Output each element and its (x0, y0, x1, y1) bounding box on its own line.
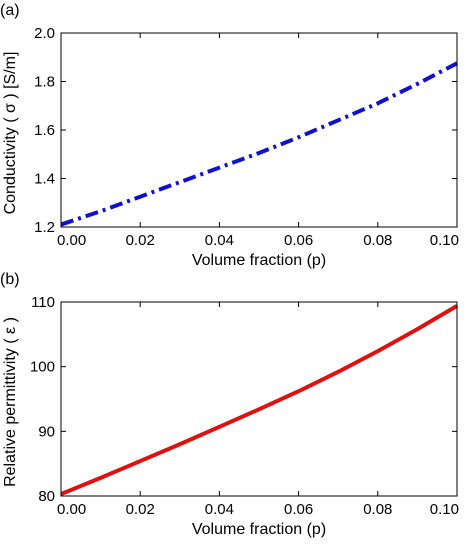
y-tick-label: 90 (38, 423, 55, 440)
y-axis-label: Conductivity ( σ ) [S/m] (2, 52, 19, 215)
x-tick-label: 0.06 (284, 501, 313, 518)
plot-frame (60, 32, 458, 228)
y-tick-label: 1.2 (34, 219, 55, 236)
x-tick-label: 0.06 (284, 232, 313, 249)
plot-frame (60, 301, 458, 497)
x-tick-label: 0.00 (57, 501, 86, 518)
x-tick-label: 0.08 (363, 501, 392, 518)
y-tick-label: 1.8 (34, 74, 55, 91)
panel-label: (a) (0, 2, 20, 19)
x-tick-label: 0.08 (363, 232, 392, 249)
y-tick-label: 2.0 (34, 25, 55, 42)
y-tick-label: 1.4 (34, 171, 55, 188)
x-tick-label: 0.04 (205, 501, 234, 518)
chart-panel-2: (b) 0.00 0.02 0.04 0.06 0.08 0.10 80 90 100 110 Vol… (0, 271, 459, 538)
x-tick-label: 0.10 (430, 232, 459, 249)
panel-label: (b) (0, 271, 20, 288)
series-line (60, 304, 459, 496)
y-tick-label: 1.6 (34, 122, 55, 139)
series-line (60, 61, 458, 227)
x-tick-label: 0.02 (126, 232, 155, 249)
y-tick-label: 100 (30, 359, 55, 376)
y-tick-label: 80 (38, 488, 55, 505)
x-axis-label: Volume fraction (p) (192, 521, 326, 538)
x-tick-label: 0.04 (205, 232, 234, 249)
x-tick-label: 0.00 (57, 232, 86, 249)
x-axis-label: Volume fraction (p) (192, 252, 326, 269)
x-tick-label: 0.02 (126, 501, 155, 518)
chart-panel-1: (a) 0.00 0.02 0.04 0.06 0.08 0.10 1.2 1.4 1.6 1.8 2… (0, 2, 459, 269)
x-tick-label: 0.10 (430, 501, 459, 518)
y-axis-label: Relative permittivity ( ε ) (2, 317, 19, 487)
y-tick-label: 110 (31, 294, 55, 311)
